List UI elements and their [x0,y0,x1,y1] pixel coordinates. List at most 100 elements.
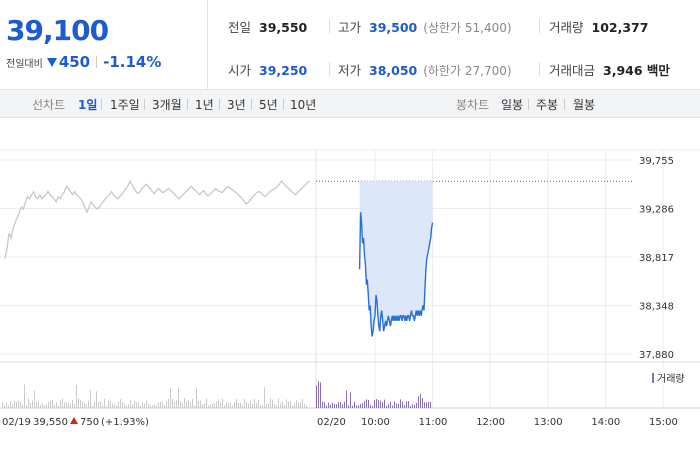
prev-volume-bar [232,405,233,408]
volume-bar [352,405,353,408]
prev-volume-bar [178,387,179,408]
prev-volume-bar [94,401,95,408]
period-1d[interactable]: 1일 [78,98,98,112]
prev-volume-bar [86,404,87,408]
amount-label: 거래대금 [549,63,596,78]
prev-volume-bar [36,402,37,408]
upper-limit: (상한가 51,400) [423,21,512,35]
divider [283,99,284,110]
prev-volume-bar [212,404,213,408]
stat-low: 저가 38,050 (하한가 27,700) [338,60,512,79]
period-5y[interactable]: 5년 [259,98,278,112]
prev-volume-bar [84,403,85,408]
prev-volume-bar [278,398,279,408]
prev-volume-bar [90,389,91,408]
prev-volume-bar [192,398,193,408]
prev-volume-bar [292,405,293,408]
stat-prev-close: 전일 39,550 [228,17,307,36]
prev-volume-bar [88,400,89,408]
volume-bar [396,403,397,408]
y-axis: 39,755 39,286 38,817 38,348 37,880 [639,156,674,361]
candle-daily[interactable]: 일봉 [501,98,524,112]
prev-volume-bar [170,388,171,408]
prev-volume-bar [48,402,49,408]
prev-volume-bar [58,405,59,408]
divider [528,99,529,110]
volume-bar [416,402,417,408]
prev-volume-bar [12,403,13,408]
prev-volume-bar [70,403,71,408]
prev-volume-bar [172,398,173,408]
y-tick-label: 39,286 [639,205,674,216]
prev-volume-bar [296,399,297,408]
volume-bar [342,404,343,408]
open-value: 39,250 [259,63,308,78]
prev-volume-bar [136,402,137,408]
period-1w[interactable]: 1주일 [110,98,140,112]
prev-volume-bar [46,404,47,408]
volume-bar [362,402,363,408]
volume-bar [340,402,341,408]
change-label: 전일대비 [6,58,43,70]
prev-volume-bar [180,400,181,408]
volume-bar [418,396,419,408]
volume-bar [322,401,323,408]
prev-volume-bar [198,400,199,408]
prev-volume-bar [186,400,187,408]
divider [539,62,540,76]
volume-bar [364,401,365,408]
volume-bar [326,405,327,408]
price-change-row: 전일대비 450 -1.14% [6,53,161,71]
current-price: 39,100 [6,14,109,47]
prev-volume-bar [300,402,301,408]
prev-volume-bar [254,398,255,408]
price-chart: 39,755 39,286 38,817 38,348 37,880 거래량 02/19… [0,118,700,450]
prev-volume-bar [166,400,167,408]
period-10y[interactable]: 10년 [290,98,317,112]
chart-toolbar: 선차트 1일 1주일 3개월 1년 3년 5년 10년 봉차트 일봉 주봉 월봉 [0,90,700,118]
prev-volume-bar [116,405,117,408]
prev-volume-bar [80,400,81,408]
amount-value: 3,946 백만 [603,63,670,78]
volume-bar [332,402,333,408]
candle-monthly[interactable]: 월봉 [573,98,596,112]
prev-volume-bar [156,405,157,408]
prev-volume-bar [62,398,63,408]
prev-volume-bar [168,398,169,408]
prev-volume-bar [176,399,177,408]
period-1y[interactable]: 1년 [195,98,214,112]
prev-volume-bar [160,401,161,408]
prev-volume-bar [110,400,111,408]
prev-volume-bar [266,403,267,408]
y-tick-label: 39,755 [639,156,674,167]
prev-volume-bar [280,403,281,408]
volume-bar [400,399,401,408]
prev-volume-bar [8,405,9,408]
x-tick-label: 14:00 [591,417,620,428]
prev-volume-bar [226,402,227,408]
prev-volume-bar [98,402,99,408]
prev-volume-bar [144,403,145,408]
prev-volume-bar [290,401,291,408]
prev-volume-bar [40,404,41,408]
prev-volume-bar [262,404,263,408]
prev-volume-bar [38,401,39,408]
prev-volume-bar [120,399,121,408]
prev-volume-bar [22,404,23,408]
volume-bar [384,399,385,408]
period-3m[interactable]: 3개월 [152,98,182,112]
volume-bar [324,402,325,408]
volume-legend-swatch [652,373,654,383]
x-tick-label: 13:00 [534,417,563,428]
candle-weekly[interactable]: 주봉 [536,98,559,112]
high-value: 39,500 [369,20,418,35]
divider [101,99,102,110]
prev-volume-bar [182,402,183,408]
prev-volume-bar [122,402,123,408]
prev-volume-bar [28,398,29,408]
volume-bar [376,399,377,408]
candle-chart-label: 봉차트 [456,98,490,112]
prev-volume-bar [256,402,257,408]
period-3y[interactable]: 3년 [227,98,246,112]
prev-day-change: 750 [80,417,99,428]
